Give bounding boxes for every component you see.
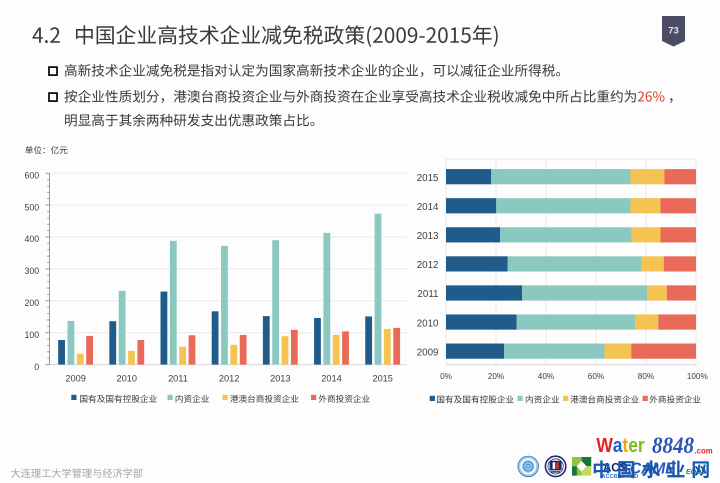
svg-text:20%: 20% — [488, 372, 504, 381]
svg-text:e: e — [628, 435, 638, 457]
svg-text:2015: 2015 — [372, 374, 392, 384]
svg-text:2013: 2013 — [270, 374, 290, 384]
svg-text:80%: 80% — [638, 372, 654, 381]
svg-text:2014: 2014 — [417, 202, 439, 213]
svg-text:500: 500 — [25, 202, 40, 212]
svg-text:2009: 2009 — [417, 347, 439, 358]
svg-text:2015: 2015 — [417, 173, 439, 184]
svg-text:2011: 2011 — [168, 374, 188, 384]
svg-text:200: 200 — [25, 298, 40, 308]
svg-text:60%: 60% — [588, 372, 604, 381]
svg-text:W: W — [596, 435, 613, 457]
svg-text:100: 100 — [25, 330, 40, 340]
svg-text:300: 300 — [25, 266, 40, 276]
svg-text:t: t — [622, 435, 628, 457]
svg-text:2010: 2010 — [417, 318, 439, 329]
svg-text:2012: 2012 — [417, 260, 439, 271]
svg-text:100%: 100% — [687, 372, 708, 381]
svg-text:.com: .com — [695, 447, 713, 456]
svg-text:2013: 2013 — [417, 231, 439, 242]
svg-text:EQDS: EQDS — [686, 469, 706, 476]
svg-text:600: 600 — [25, 170, 40, 180]
svg-text:0%: 0% — [440, 372, 452, 381]
svg-text:400: 400 — [25, 234, 40, 244]
svg-text:2009: 2009 — [65, 374, 85, 384]
svg-text:2011: 2011 — [417, 289, 438, 300]
svg-text:r: r — [638, 435, 645, 457]
svg-text:2014: 2014 — [321, 374, 341, 384]
svg-text:40%: 40% — [538, 372, 554, 381]
svg-text:8848: 8848 — [652, 433, 694, 459]
svg-text:2010: 2010 — [117, 374, 137, 384]
svg-text:0: 0 — [34, 362, 39, 372]
svg-text:a: a — [613, 435, 623, 457]
svg-text:73: 73 — [668, 26, 679, 37]
svg-text:2012: 2012 — [219, 374, 239, 384]
